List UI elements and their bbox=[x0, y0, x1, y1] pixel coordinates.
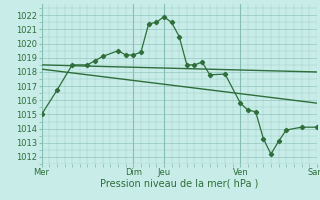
X-axis label: Pression niveau de la mer( hPa ): Pression niveau de la mer( hPa ) bbox=[100, 179, 258, 189]
